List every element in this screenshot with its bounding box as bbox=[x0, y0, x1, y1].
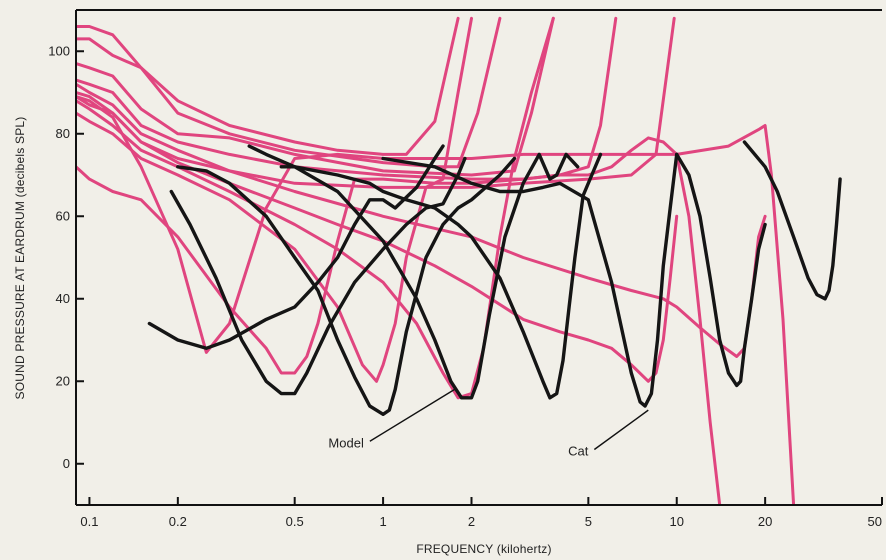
model-curve-8 bbox=[76, 16, 555, 400]
y-tick-label: 0 bbox=[63, 456, 70, 471]
annotation-leader-cat bbox=[593, 409, 649, 451]
cat-curve-14 bbox=[247, 144, 580, 400]
cat-curve-11 bbox=[147, 144, 445, 350]
x-tick-label: 0.1 bbox=[80, 514, 98, 529]
annotation-label-model: Model bbox=[328, 435, 364, 450]
cat-curve-13 bbox=[176, 156, 517, 416]
x-tick-label: 1 bbox=[379, 514, 386, 529]
y-tick-label: 40 bbox=[56, 291, 70, 306]
x-tick-label: 10 bbox=[670, 514, 684, 529]
axes-layer bbox=[75, 9, 883, 506]
cat-curve-18 bbox=[742, 140, 842, 301]
annotation-leader-model bbox=[369, 388, 455, 442]
cat-curve-16 bbox=[381, 152, 679, 408]
series-layer bbox=[76, 16, 842, 505]
y-tick-label: 100 bbox=[48, 43, 70, 58]
x-tick-label: 20 bbox=[758, 514, 772, 529]
y-axis-title: SOUND PRESSURE AT EARDRUM (decibels SPL) bbox=[13, 117, 27, 400]
y-tick-label: 60 bbox=[56, 208, 70, 223]
model-curve-2 bbox=[76, 16, 460, 156]
cat-curve-15 bbox=[279, 152, 603, 400]
y-tick-label: 80 bbox=[56, 126, 70, 141]
x-tick-label: 5 bbox=[585, 514, 592, 529]
tick-label-layer: 0 20 40 60 80 100 0.1 0.2 0.5 1 2 5 10 20 50 bbox=[48, 43, 882, 529]
x-tick-label: 0.2 bbox=[169, 514, 187, 529]
y-tick-label: 20 bbox=[56, 373, 70, 388]
model-curve-7 bbox=[76, 16, 473, 383]
x-tick-label: 0.5 bbox=[286, 514, 304, 529]
model-curve-1 bbox=[76, 136, 722, 505]
cat-curve-12 bbox=[169, 156, 467, 396]
model-curve-10 bbox=[76, 82, 767, 358]
model-curve-5 bbox=[76, 16, 618, 181]
annotation-layer: Model Cat bbox=[328, 388, 649, 459]
model-curve-3 bbox=[76, 16, 502, 169]
model-curve-4 bbox=[76, 16, 555, 177]
annotation-label-cat: Cat bbox=[568, 444, 589, 459]
x-axis-title: FREQUENCY (kilohertz) bbox=[416, 542, 551, 556]
x-tick-label: 50 bbox=[868, 514, 882, 529]
model-curve-0 bbox=[76, 95, 796, 505]
cat-curve-17 bbox=[675, 152, 767, 388]
x-tick-label: 2 bbox=[468, 514, 475, 529]
